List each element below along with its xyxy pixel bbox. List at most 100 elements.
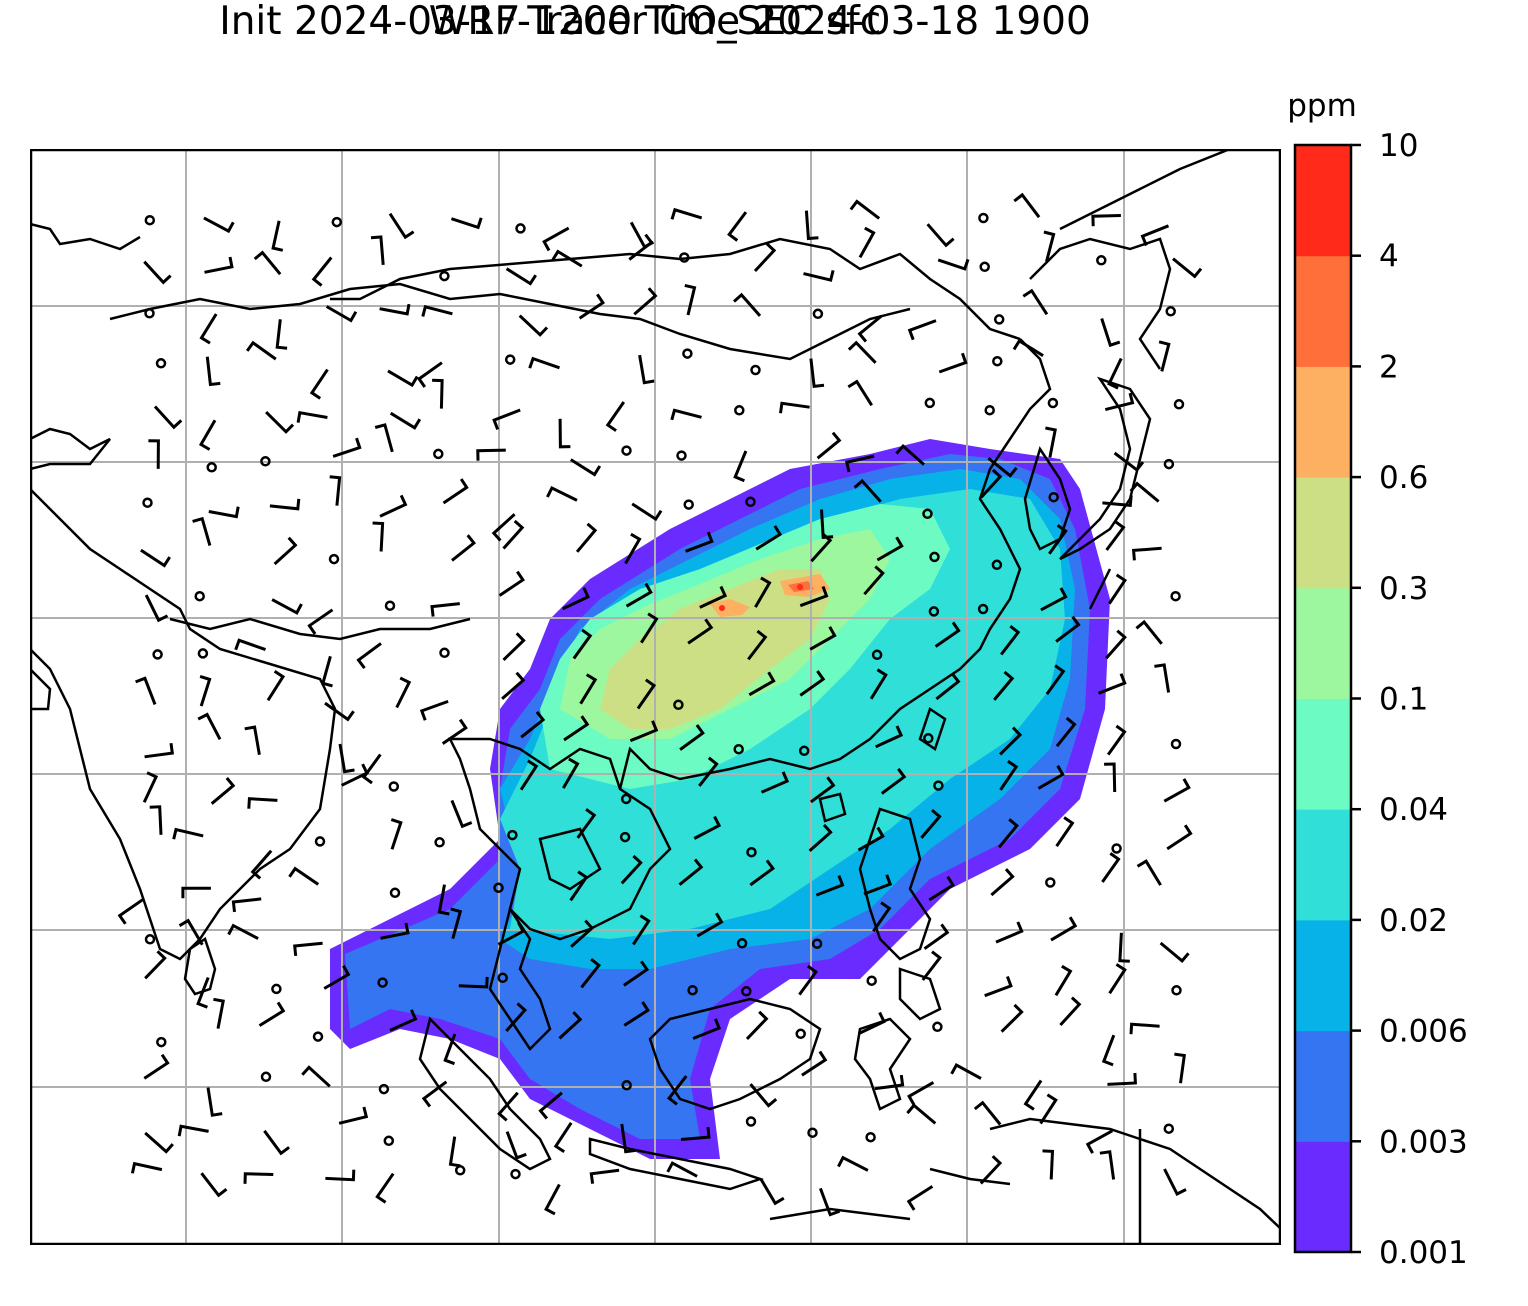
wind-barb xyxy=(938,352,968,374)
wind-barb xyxy=(245,340,277,361)
wind-barb xyxy=(130,1161,163,1174)
wind-barb xyxy=(997,818,1020,849)
calm-wind-circle xyxy=(795,1028,806,1040)
wind-barb xyxy=(296,410,328,423)
wind-barb xyxy=(570,458,602,477)
wind-barb xyxy=(538,1091,563,1120)
wind-barb xyxy=(558,1011,583,1040)
wind-barb xyxy=(148,439,160,469)
calm-wind-circle xyxy=(620,793,632,805)
wind-barb xyxy=(321,655,333,688)
title-line-2: Init 2024-03-17 1200 Time 2024-03-18 190… xyxy=(219,0,1091,44)
wind-barb xyxy=(1100,318,1121,348)
wind-barb xyxy=(748,671,776,697)
wind-barb xyxy=(562,757,580,789)
wind-barb xyxy=(605,401,626,432)
wind-barb xyxy=(395,676,412,709)
calm-wind-circle xyxy=(993,314,1005,325)
wind-barb xyxy=(140,548,171,568)
calm-wind-circle xyxy=(741,986,752,997)
wind-barb xyxy=(629,720,659,743)
wind-barb xyxy=(849,199,881,220)
wind-barb xyxy=(666,1161,698,1178)
wind-barb xyxy=(325,1169,356,1182)
colorbar-tick-label: 0.3 xyxy=(1379,571,1428,607)
wind-barb xyxy=(810,776,836,804)
wind-barb xyxy=(678,858,704,886)
coastlines xyxy=(30,149,1281,1245)
wind-barb xyxy=(747,629,768,661)
colorbar-tick-label: 0.6 xyxy=(1379,460,1428,496)
wind-barb xyxy=(857,826,885,852)
calm-wind-circle xyxy=(271,983,282,995)
wind-barb xyxy=(926,223,955,248)
wind-barb xyxy=(243,1172,274,1184)
wind-barb xyxy=(623,960,650,987)
calm-wind-circle xyxy=(197,648,209,659)
calm-wind-circle xyxy=(984,404,995,416)
wind-barb xyxy=(745,1010,769,1040)
calm-wind-circle xyxy=(979,261,990,273)
wind-barb xyxy=(388,212,415,240)
wind-barb xyxy=(818,1187,841,1217)
wind-barb xyxy=(451,534,477,562)
wind-barb xyxy=(417,361,443,388)
wind-barb xyxy=(638,354,655,385)
wind-barb xyxy=(580,958,602,989)
calm-wind-circle xyxy=(156,1036,167,1048)
wind-barb xyxy=(199,674,212,707)
wind-barb xyxy=(999,726,1023,756)
wind-barb xyxy=(505,1131,527,1160)
wind-barb xyxy=(269,498,301,511)
wind-barb xyxy=(809,626,837,651)
wind-barb xyxy=(990,868,1015,897)
wind-barb xyxy=(693,815,722,840)
wind-barb xyxy=(1048,524,1068,555)
wind-barb xyxy=(200,1172,228,1198)
calm-wind-circle xyxy=(260,1071,272,1083)
wind-barb xyxy=(1136,859,1162,886)
wind-barb xyxy=(1159,941,1190,964)
wind-barb xyxy=(213,997,225,1029)
wind-barb xyxy=(309,368,329,400)
calm-wind-circle xyxy=(1165,306,1176,317)
wind-barb xyxy=(288,866,320,886)
wind-barb xyxy=(1101,1034,1116,1067)
calm-wind-circle xyxy=(378,1083,390,1095)
wind-barb xyxy=(799,670,826,697)
wind-barb xyxy=(820,509,834,539)
calm-wind-circle xyxy=(510,1168,521,1180)
wind-barb xyxy=(143,260,172,285)
calm-wind-circle xyxy=(433,448,444,460)
wind-barb xyxy=(203,216,235,234)
wind-barb xyxy=(325,305,358,323)
wind-barb xyxy=(698,756,719,787)
field-level-7 xyxy=(600,569,830,729)
wind-barb xyxy=(492,408,521,430)
wind-barb xyxy=(502,632,526,661)
wind-barb xyxy=(370,235,385,266)
wind-barb xyxy=(307,608,334,635)
wind-barb xyxy=(589,1168,620,1184)
colorbar-tick-label: 0.001 xyxy=(1379,1235,1468,1271)
calm-wind-circle xyxy=(507,829,518,841)
wind-barb xyxy=(1037,765,1065,790)
wind-barb xyxy=(869,668,888,700)
wind-barb xyxy=(338,743,355,774)
wind-barb xyxy=(632,914,651,946)
wind-barb xyxy=(332,437,362,458)
calm-wind-circle xyxy=(679,252,690,263)
wind-barb xyxy=(1140,224,1170,247)
wind-barb xyxy=(562,587,590,611)
wind-barb xyxy=(1039,1093,1058,1125)
wind-barb xyxy=(872,901,892,933)
wind-barb xyxy=(198,419,217,451)
calm-wind-circle xyxy=(977,603,989,615)
calm-wind-circle xyxy=(1170,590,1181,602)
wind-barb xyxy=(984,975,1013,998)
wind-barb xyxy=(178,918,204,946)
title-line-1: WRF-Tracer CO_SEC sfc xyxy=(428,0,882,44)
wind-barb xyxy=(1174,1052,1186,1084)
wind-barb xyxy=(338,1106,369,1125)
wind-barb xyxy=(380,922,410,940)
